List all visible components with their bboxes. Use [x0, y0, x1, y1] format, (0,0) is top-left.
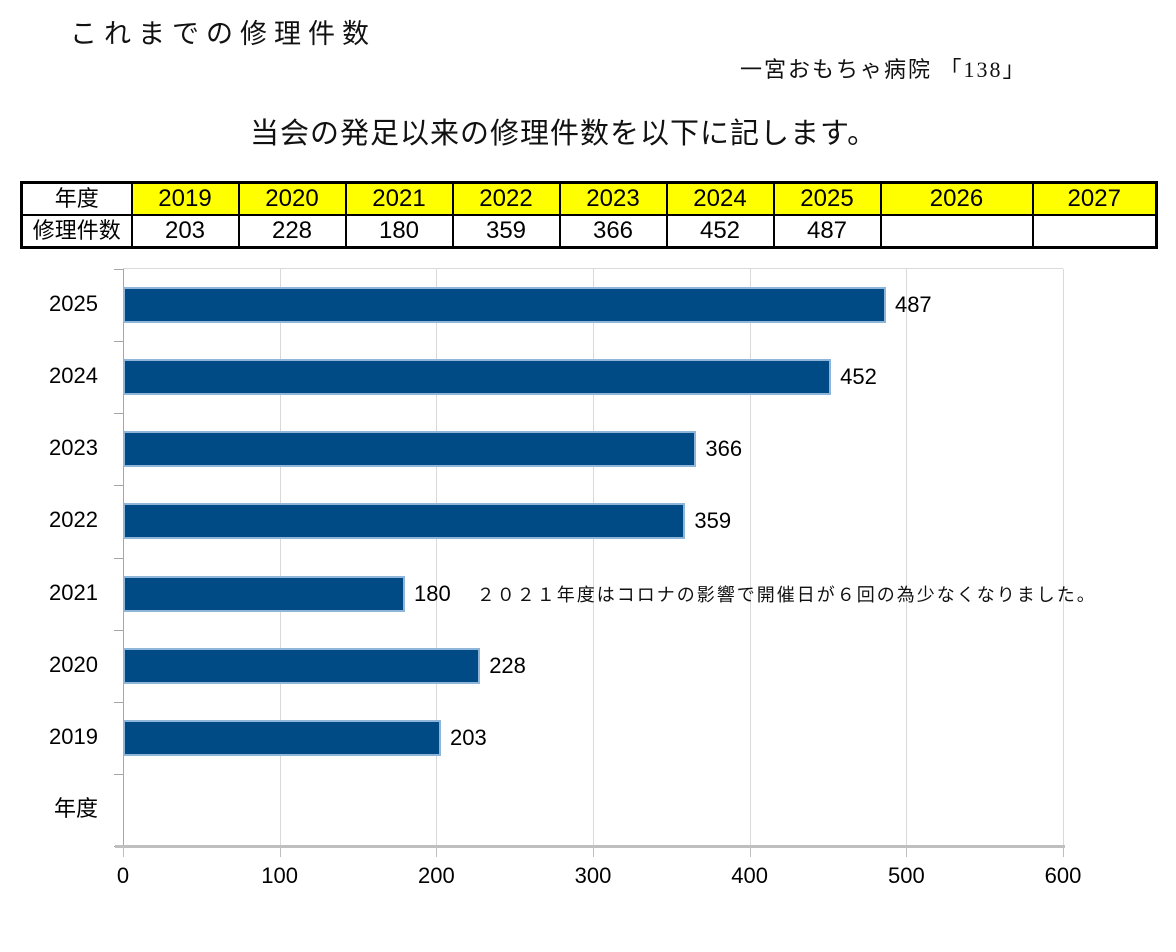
x-gridline [279, 269, 281, 846]
y-axis-category-labels: 2025 2024 2023 2022 2021 2020 2019 年度 [0, 268, 111, 845]
y-axis-tick [114, 413, 123, 414]
repair-count-cell: 366 [558, 214, 668, 249]
y-axis-category-label: 2025 [49, 291, 98, 316]
bar-value-label: 359 [694, 508, 732, 534]
bar-value-label: 452 [840, 364, 877, 390]
repair-count-cell: 203 [130, 214, 240, 249]
bar-value-label: 180 [414, 580, 451, 606]
bar-2023 [123, 431, 697, 468]
repair-count-cell [879, 214, 1034, 249]
count-row-label: 修理件数 [20, 214, 133, 249]
organization-name: 一宮おもちゃ病院 「138」 [740, 57, 1027, 82]
x-axis-line [115, 845, 1065, 848]
repairs-bar-chart: 2025 2024 2023 2022 2021 2020 2019 年度 0 100 200 30… [0, 268, 1176, 928]
intro-text: 当会の発足以来の修理件数を以下に記します。 [250, 118, 878, 150]
repair-count-cell: 452 [665, 214, 775, 249]
bar-2020 [123, 647, 481, 684]
y-axis-category-label: 2022 [49, 507, 98, 532]
table-count-row: 修理件数 203 228 180 359 366 452 487 [20, 214, 1158, 249]
x-axis-tick-label: 400 [731, 863, 769, 888]
x-axis-tick [279, 848, 281, 857]
repair-count-cell: 180 [344, 214, 454, 249]
year-header-cell: 2019 [130, 181, 240, 216]
bar-2021 [123, 575, 405, 612]
bar-row: 359 [123, 485, 1063, 557]
y-axis-tick [114, 269, 123, 270]
bar-value-label: 487 [894, 292, 932, 318]
bar-value-label: 228 [489, 652, 526, 678]
x-axis-tick-label: 600 [1044, 863, 1082, 888]
y-axis-category-label: 2021 [49, 580, 98, 605]
year-header-cell: 2027 [1031, 181, 1158, 216]
y-axis-category-label: 2023 [49, 435, 98, 460]
year-header-cell: 2026 [879, 181, 1034, 216]
y-axis-tick [114, 341, 123, 342]
x-gridline [1063, 269, 1064, 846]
x-axis-tick [1063, 848, 1064, 857]
x-gridline [436, 269, 438, 846]
x-gridline [749, 269, 751, 846]
year-header-cell: 2021 [344, 181, 454, 216]
covid-annotation: ２０２１年度はコロナの影響で開催日が６回の為少なくなりました。 [476, 584, 1097, 605]
bar-2022 [123, 503, 686, 540]
y-axis-category-label: 2019 [49, 724, 98, 749]
x-gridline [906, 269, 908, 846]
x-axis-tick-label: 300 [574, 863, 612, 888]
repair-count-cell: 228 [237, 214, 347, 249]
bar-row: 487 [123, 269, 1063, 341]
bar-value-label: 203 [450, 724, 487, 750]
document-title: これまでの修理件数 [70, 19, 376, 49]
x-axis-tick [593, 848, 594, 857]
x-axis-tick-label: 500 [887, 863, 925, 888]
table-year-row: 年度 2019 2020 2021 2022 2023 2024 2025 2026 2027 [20, 181, 1158, 216]
y-axis-category-label: 2024 [49, 363, 98, 388]
y-axis-line [123, 269, 124, 846]
y-axis-tick [114, 702, 123, 703]
x-axis-tick [906, 848, 908, 857]
bar-row: 180 ２０２１年度はコロナの影響で開催日が６回の為少なくなりました。 [123, 558, 1095, 630]
bar-row: 452 [123, 341, 1063, 413]
y-axis-tick [114, 485, 123, 486]
bar-value-label: 366 [705, 436, 743, 462]
year-row-label: 年度 [20, 181, 133, 216]
year-header-cell: 2022 [451, 181, 561, 216]
year-header-cell: 2023 [558, 181, 668, 216]
bar-2024 [123, 359, 832, 396]
bar-row: 203 [123, 702, 1063, 774]
x-axis-tick [436, 848, 438, 857]
repair-count-cell [1031, 214, 1158, 249]
chart-plot-area: 0 100 200 300 400 500 600 487 452 366 359 180 ２０２１年度… [114, 268, 1095, 888]
year-header-cell: 2025 [772, 181, 882, 216]
x-axis-tick-label: 0 [116, 863, 130, 888]
repair-count-cell: 487 [772, 214, 882, 249]
y-axis-tick [114, 774, 123, 775]
y-axis-tick [114, 558, 123, 559]
bar-2025 [123, 287, 886, 324]
x-axis-tick [123, 848, 124, 857]
y-axis-tick [114, 630, 123, 631]
x-axis-tick [749, 848, 751, 857]
year-header-cell: 2020 [237, 181, 347, 216]
repair-counts-table: 年度 2019 2020 2021 2022 2023 2024 2025 2026 2027 修… [20, 181, 1158, 249]
x-axis-tick-label: 100 [261, 863, 299, 888]
bar-row: 228 [123, 630, 1063, 702]
bar-2019 [123, 719, 442, 756]
y-axis-category-label: 2020 [49, 652, 98, 677]
y-axis-category-label: 年度 [53, 796, 98, 821]
bar-row: 366 [123, 413, 1063, 485]
x-gridline [593, 269, 594, 846]
x-axis-tick-label: 200 [417, 863, 455, 888]
repair-count-cell: 359 [451, 214, 561, 249]
year-header-cell: 2024 [665, 181, 775, 216]
